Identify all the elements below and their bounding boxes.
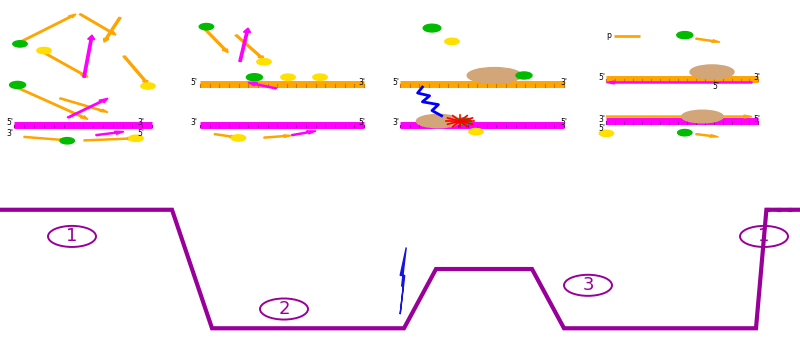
FancyArrow shape — [84, 137, 136, 141]
Text: p: p — [606, 31, 611, 40]
FancyArrow shape — [17, 87, 88, 119]
Circle shape — [469, 128, 483, 135]
Text: 1: 1 — [758, 227, 770, 245]
FancyArrow shape — [19, 14, 76, 42]
FancyArrow shape — [79, 14, 116, 35]
FancyArrow shape — [83, 35, 94, 77]
Text: 5': 5' — [598, 73, 606, 82]
Text: 5': 5' — [358, 118, 366, 127]
FancyArrow shape — [214, 134, 238, 138]
Circle shape — [231, 135, 246, 141]
Circle shape — [129, 135, 143, 141]
FancyArrow shape — [103, 18, 121, 42]
Text: 3': 3' — [138, 118, 145, 127]
FancyArrow shape — [96, 131, 124, 135]
Circle shape — [599, 130, 614, 137]
Polygon shape — [400, 247, 406, 314]
Text: 3': 3' — [6, 128, 14, 138]
Text: 2: 2 — [278, 300, 290, 318]
Circle shape — [445, 38, 459, 45]
Circle shape — [677, 32, 693, 39]
Text: 5': 5' — [598, 124, 606, 133]
Text: 3': 3' — [754, 73, 761, 82]
Circle shape — [10, 81, 26, 88]
FancyArrow shape — [235, 35, 264, 60]
FancyArrow shape — [606, 81, 752, 84]
Text: 3': 3' — [560, 78, 567, 87]
Circle shape — [246, 74, 262, 81]
Circle shape — [60, 138, 74, 144]
Circle shape — [141, 83, 155, 89]
FancyArrow shape — [59, 98, 108, 112]
Circle shape — [199, 24, 214, 30]
FancyArrow shape — [239, 28, 250, 61]
Text: 5': 5' — [6, 118, 14, 127]
FancyArrow shape — [291, 131, 316, 135]
FancyArrow shape — [696, 38, 720, 42]
Text: 5': 5' — [138, 128, 145, 138]
Text: 3: 3 — [582, 276, 594, 294]
FancyArrow shape — [264, 135, 292, 138]
Text: 3': 3' — [392, 118, 399, 127]
FancyArrow shape — [696, 134, 718, 137]
Circle shape — [37, 47, 51, 54]
Ellipse shape — [690, 65, 734, 79]
Text: 3': 3' — [598, 115, 606, 124]
Text: 1: 1 — [66, 227, 78, 245]
FancyArrow shape — [67, 98, 108, 118]
Text: 5': 5' — [190, 78, 198, 87]
Circle shape — [423, 24, 441, 32]
Circle shape — [313, 74, 327, 80]
Circle shape — [13, 41, 27, 47]
FancyArrow shape — [123, 56, 148, 84]
Circle shape — [281, 74, 295, 80]
FancyArrow shape — [248, 82, 277, 89]
Text: 3': 3' — [190, 118, 198, 127]
FancyArrow shape — [43, 52, 88, 77]
Text: 5': 5' — [392, 78, 399, 87]
Text: 3': 3' — [358, 78, 366, 87]
FancyArrow shape — [24, 137, 68, 141]
Circle shape — [516, 72, 532, 79]
Circle shape — [678, 130, 692, 136]
Ellipse shape — [682, 110, 723, 123]
Ellipse shape — [417, 114, 461, 128]
Text: 5': 5' — [560, 118, 567, 127]
Circle shape — [457, 118, 471, 124]
Text: 5': 5' — [754, 115, 761, 124]
Text: 5': 5' — [712, 82, 719, 91]
Ellipse shape — [467, 67, 522, 83]
FancyArrow shape — [606, 115, 752, 118]
FancyArrow shape — [203, 28, 228, 53]
Circle shape — [257, 59, 271, 65]
